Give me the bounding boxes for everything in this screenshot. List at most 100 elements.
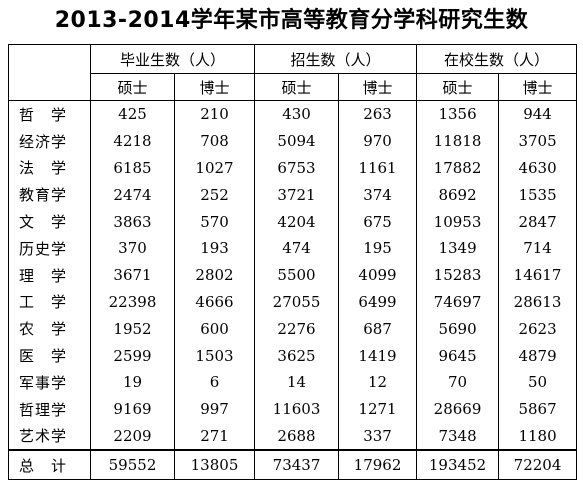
table-cell: 4204 — [254, 208, 340, 235]
table-cell: 11603 — [254, 395, 340, 423]
total-cell: 193452 — [416, 449, 500, 481]
table-cell: 10953 — [416, 208, 500, 235]
table-cell: 1356 — [416, 99, 500, 128]
table-cell: 570 — [173, 208, 256, 235]
table-cell: 27055 — [254, 288, 340, 316]
table-cell: 271 — [173, 422, 256, 451]
table-cell: 474 — [254, 234, 340, 262]
table-cell: 3721 — [254, 181, 340, 209]
table-cell: 252 — [173, 181, 256, 209]
table-cell: 1271 — [338, 395, 418, 423]
table-cell: 1952 — [90, 315, 175, 343]
table-cell: 708 — [173, 127, 256, 155]
table-cell: 14 — [254, 368, 340, 396]
table-cell: 8692 — [416, 181, 500, 209]
table-cell: 6499 — [338, 288, 418, 316]
row-label: 军事学 — [8, 368, 91, 396]
table-row: 法 学 6185 1027 6753 1161 17882 4630 — [8, 154, 578, 182]
table-cell: 4879 — [498, 342, 578, 369]
table-cell: 675 — [338, 208, 418, 235]
table-cell: 687 — [338, 315, 418, 343]
table-cell: 714 — [498, 234, 578, 262]
table-cell: 9169 — [90, 395, 175, 423]
total-cell: 72204 — [498, 449, 578, 481]
table-row: 哲理学 9169 997 11603 1271 28669 5867 — [8, 395, 578, 423]
table-cell: 6185 — [90, 154, 175, 182]
row-label: 哲 学 — [8, 99, 91, 128]
table-cell: 210 — [173, 99, 256, 128]
table-cell: 1161 — [338, 154, 418, 182]
table-cell: 1180 — [498, 422, 578, 451]
table-row: 工 学 22398 4666 27055 6499 74697 28613 — [8, 288, 578, 316]
table-cell: 5500 — [254, 261, 340, 289]
table-cell: 11818 — [416, 127, 500, 155]
total-cell: 73437 — [254, 449, 340, 481]
table-cell: 1503 — [173, 342, 256, 369]
table-cell: 3671 — [90, 261, 175, 289]
table-cell: 600 — [173, 315, 256, 343]
table-cell: 6 — [173, 368, 256, 396]
table-row: 历史学 370 193 474 195 1349 714 — [8, 234, 578, 262]
sub-header-cell: 博士 — [498, 73, 578, 101]
table-cell: 4666 — [173, 288, 256, 316]
table-cell: 14617 — [498, 261, 578, 289]
table-body: 哲 学 425 210 430 263 1356 944 经济学 4218 708 5094 970 1… — [8, 99, 578, 451]
table-cell: 1027 — [173, 154, 256, 182]
table-cell: 2847 — [498, 208, 578, 235]
table-cell: 50 — [498, 368, 578, 396]
table-cell: 263 — [338, 99, 418, 128]
sub-header-row: 硕士 博士 硕士 博士 硕士 博士 — [9, 73, 578, 101]
total-cell: 13805 — [173, 449, 256, 481]
group-header-graduates: 毕业生数（人） — [89, 44, 256, 74]
table-cell: 2802 — [173, 261, 256, 289]
table-row: 军事学 19 6 14 12 70 50 — [8, 368, 578, 396]
table-cell: 74697 — [416, 288, 500, 316]
total-label: 总 计 — [8, 449, 91, 481]
sub-header-cell: 博士 — [173, 73, 256, 101]
table-cell: 4099 — [338, 261, 418, 289]
table-cell: 70 — [416, 368, 500, 396]
group-header-in-school: 在校生数（人） — [416, 44, 578, 74]
row-label: 法 学 — [8, 154, 91, 182]
table-cell: 5867 — [498, 395, 578, 423]
table-cell: 4630 — [498, 154, 578, 182]
table-cell: 5094 — [254, 127, 340, 155]
row-label: 艺术学 — [8, 422, 91, 451]
table-cell: 3863 — [90, 208, 175, 235]
table-row: 文 学 3863 570 4204 675 10953 2847 — [8, 208, 578, 235]
table-cell: 4218 — [90, 127, 175, 155]
group-header-row: 毕业生数（人） 招生数（人） 在校生数（人） — [8, 44, 578, 101]
sub-header-cell: 硕士 — [416, 73, 500, 101]
table-row: 教育学 2474 252 3721 374 8692 1535 — [8, 181, 578, 209]
table-cell: 193 — [173, 234, 256, 262]
table-cell: 28613 — [498, 288, 578, 316]
table-cell: 374 — [338, 181, 418, 209]
table-cell: 9645 — [416, 342, 500, 369]
row-label: 工 学 — [8, 288, 91, 316]
table-row: 经济学 4218 708 5094 970 11818 3705 — [8, 127, 578, 155]
table-cell: 3705 — [498, 127, 578, 155]
row-label: 教育学 — [8, 181, 91, 209]
corner-cell — [8, 44, 91, 101]
table-cell: 997 — [173, 395, 256, 423]
row-label: 医 学 — [8, 342, 91, 369]
table-cell: 2276 — [254, 315, 340, 343]
row-label: 农 学 — [8, 315, 91, 343]
table-cell: 1349 — [416, 234, 500, 262]
table-cell: 1535 — [498, 181, 578, 209]
table-cell: 12 — [338, 368, 418, 396]
table-cell: 3625 — [254, 342, 340, 369]
table-cell: 2209 — [90, 422, 175, 451]
row-label: 理 学 — [8, 261, 91, 289]
row-label: 文 学 — [8, 208, 91, 235]
table-cell: 22398 — [90, 288, 175, 316]
table-row: 哲 学 425 210 430 263 1356 944 — [8, 99, 578, 128]
table-cell: 2688 — [254, 422, 340, 451]
table-cell: 28669 — [416, 395, 500, 423]
total-cell: 59552 — [90, 449, 175, 481]
table-cell: 337 — [338, 422, 418, 451]
table-cell: 17882 — [416, 154, 500, 182]
table-cell: 19 — [90, 368, 175, 396]
sub-header-cell: 硕士 — [90, 73, 175, 101]
table-cell: 5690 — [416, 315, 500, 343]
